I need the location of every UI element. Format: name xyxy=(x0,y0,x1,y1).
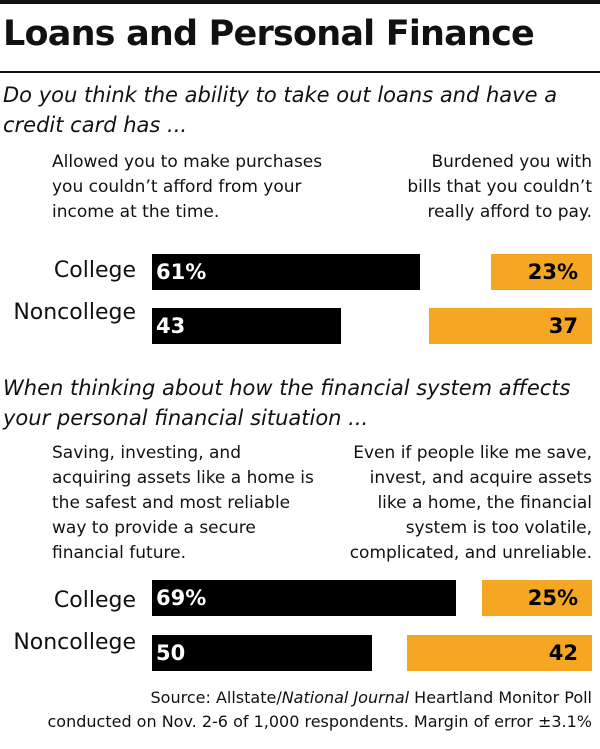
bar-left xyxy=(152,580,456,616)
question-1: Do you think the ability to take out loa… xyxy=(3,83,558,137)
source-suffix: Heartland Monitor Poll xyxy=(409,688,592,707)
bar-right xyxy=(429,308,592,344)
bar-left xyxy=(152,308,342,344)
title-rule xyxy=(0,71,600,73)
bar-left xyxy=(152,635,372,671)
chart-title: Loans and Personal Finance xyxy=(3,14,535,54)
left-option-2: Saving, investing, and acquiring assets … xyxy=(52,443,314,563)
data-label: 37 xyxy=(548,314,578,338)
bar-right xyxy=(407,635,592,671)
category-label: College xyxy=(53,588,136,613)
data-label: 25% xyxy=(527,586,578,610)
right-option-1: Burdened you with bills that you couldn’… xyxy=(407,152,592,222)
source-prefix: Source: Allstate/ xyxy=(150,688,282,707)
source-details: conducted on Nov. 2-6 of 1,000 responden… xyxy=(47,712,593,731)
data-label: 61% xyxy=(156,260,207,284)
bar-right xyxy=(482,580,592,616)
category-label: College xyxy=(53,258,136,283)
data-label: 23% xyxy=(527,260,578,284)
data-label: 43 xyxy=(156,314,186,338)
bar-right xyxy=(490,254,592,290)
question-2: When thinking about how the financial sy… xyxy=(3,376,571,430)
category-label: Noncollege xyxy=(13,300,136,325)
category-label: Noncollege xyxy=(13,630,136,655)
data-label: 42 xyxy=(548,641,578,665)
data-label: 69% xyxy=(156,586,207,610)
top-rule xyxy=(0,0,600,4)
source-publication: National Journal xyxy=(281,688,410,707)
source-note: Source: Allstate/National Journal Heartl… xyxy=(2,686,593,734)
left-option-1: Allowed you to make purchases you couldn… xyxy=(52,152,323,222)
bar-left xyxy=(152,254,421,290)
right-option-2: Even if people like me save, invest, and… xyxy=(349,443,592,563)
data-label: 50 xyxy=(156,641,186,665)
